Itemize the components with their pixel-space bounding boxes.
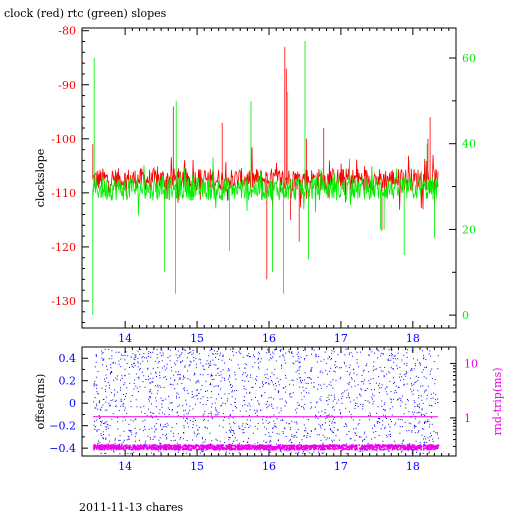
y2-tick-label: 40	[462, 138, 476, 151]
slopes-panel	[81, 27, 457, 329]
x-tick-label: 18	[406, 332, 420, 345]
y2-tick-label: 1	[464, 412, 471, 425]
y-tick-label: -120	[51, 241, 76, 254]
x-tick-label: 15	[190, 460, 204, 473]
y-axis-label: offset(ms)	[34, 374, 47, 430]
y-tick-label: −0.4	[49, 442, 76, 455]
y-tick-label: -110	[51, 187, 76, 200]
x-tick-label: 15	[190, 332, 204, 345]
scatter-offset	[93, 348, 439, 455]
y-tick-label: 0	[69, 397, 76, 410]
y-axis-label: clockslope	[34, 149, 47, 207]
offset-panel	[81, 346, 457, 457]
y2-tick-label: 10	[464, 357, 478, 370]
y-tick-label: -90	[58, 79, 76, 92]
scatter-rnd-trip	[92, 444, 440, 451]
x-tick-label: 16	[262, 460, 276, 473]
series-line-clock	[92, 46, 439, 280]
y-tick-label: -130	[51, 295, 76, 308]
page-title: clock (red) rtc (green) slopes	[4, 7, 167, 20]
x-tick-label: 17	[334, 460, 348, 473]
y2-tick-label: 20	[462, 223, 476, 236]
x-tick-label: 17	[334, 332, 348, 345]
y-tick-label: 0.2	[59, 375, 77, 388]
y2-axis-label: rnd-trip(ms)	[491, 368, 504, 436]
y-tick-label: -80	[58, 25, 76, 38]
y2-tick-label: 0	[462, 309, 469, 322]
x-tick-label: 16	[262, 332, 276, 345]
y-tick-label: -100	[51, 133, 76, 146]
y2-tick-label: 60	[462, 52, 476, 65]
series-line-rtc	[92, 40, 439, 316]
x-tick-label: 18	[406, 460, 420, 473]
x-tick-label: 14	[118, 332, 132, 345]
y-tick-label: 0.4	[59, 352, 77, 365]
x-tick-label: 14	[118, 460, 132, 473]
y-tick-label: −0.2	[49, 420, 76, 433]
footer-label: 2011-11-13 chares	[79, 501, 183, 512]
